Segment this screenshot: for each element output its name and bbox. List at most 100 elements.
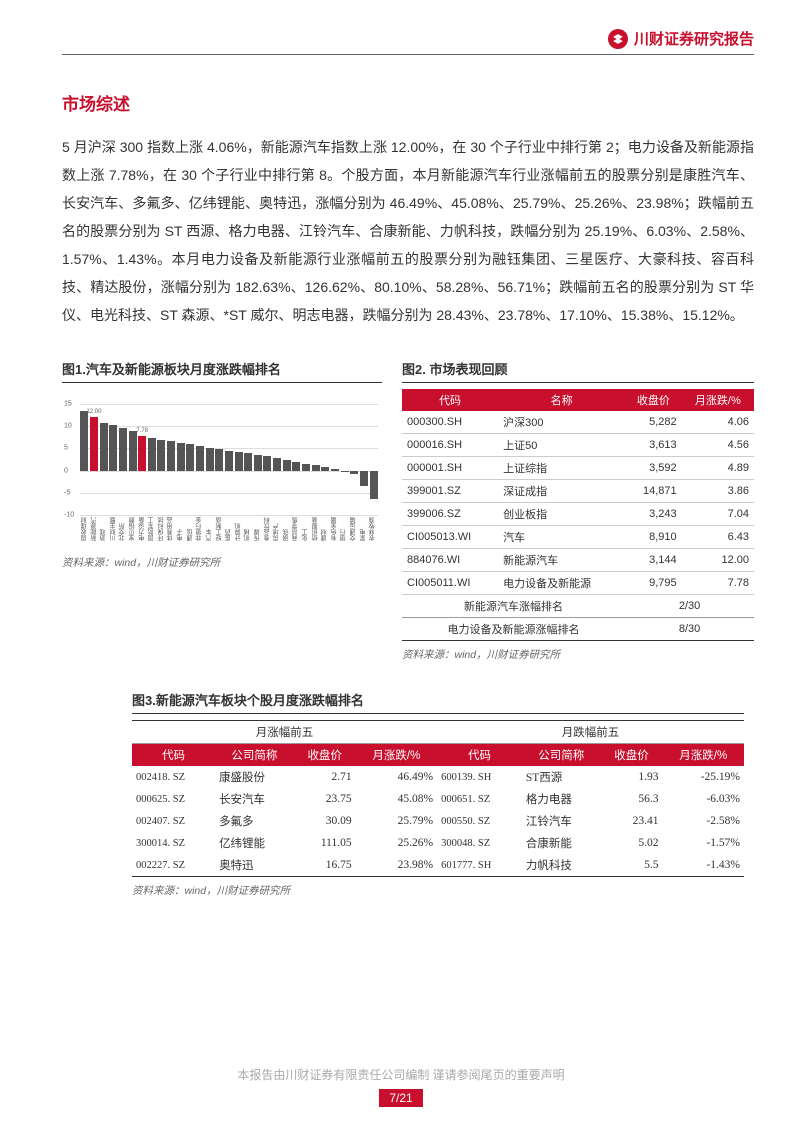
brand-logo-icon — [608, 29, 628, 49]
x-tick-label: 电子 — [176, 515, 186, 543]
cell-price: 23.41 — [601, 810, 663, 832]
cell-code: CI005011.WI — [402, 572, 498, 595]
bar-wrap — [167, 404, 176, 515]
bar-wrap — [311, 404, 320, 515]
y-tick: 10 — [64, 423, 72, 430]
table-row: 002418. SZ康盛股份2.7146.49%600139. SHST西源1.… — [132, 766, 744, 788]
x-tick-label: 传媒 — [253, 515, 263, 543]
col-header: 月涨跌/% — [662, 744, 744, 767]
cell-change: 6.43 — [682, 526, 754, 549]
bar — [312, 465, 320, 470]
col-header: 代码 — [437, 744, 522, 767]
cell-name: 力帆科技 — [522, 854, 601, 877]
col-header: 代码 — [132, 744, 215, 767]
bar — [167, 441, 175, 470]
bar — [283, 460, 291, 471]
table-row: 002407. SZ多氟多30.0925.79%000550. SZ江铃汽车23… — [132, 810, 744, 832]
cell-price: 2.71 — [294, 766, 356, 788]
table-row: 002227. SZ奥特迅16.7523.98%601777. SH力帆科技5.… — [132, 854, 744, 877]
cell-change: 25.26% — [356, 832, 437, 854]
x-labels: 固收理财新能源汽车游戏川财主题北交所宝贝指数电力设备新能源国防军工环保科技体育用… — [80, 515, 378, 543]
bar — [80, 411, 88, 471]
cell-price: 3,613 — [625, 434, 682, 457]
x-tick-label: 国防军工 — [147, 515, 157, 543]
bar — [100, 423, 108, 471]
fig3-title: 图3.新能源汽车板块个股月度涨跌幅排名 — [132, 690, 744, 714]
cell-code: 399006.SZ — [402, 503, 498, 526]
x-tick-label: 体育用品 — [166, 515, 176, 543]
table-row: CI005013.WI汽车8,9106.43 — [402, 526, 754, 549]
cell-price: 3,243 — [625, 503, 682, 526]
bar-wrap — [340, 404, 349, 515]
fig2-source: 资料来源：wind，川财证券研究所 — [402, 647, 754, 662]
bar-wrap — [119, 404, 128, 515]
bar — [109, 425, 117, 470]
cell-name: 格力电器 — [522, 788, 601, 810]
cell-name: 合康新能 — [522, 832, 601, 854]
cell-code: 884076.WI — [402, 549, 498, 572]
cell-name: 沪深300 — [498, 411, 625, 434]
bar — [244, 453, 252, 470]
report-header: 川财证券研究报告 — [608, 28, 754, 49]
cell-code: 300048. SZ — [437, 832, 522, 854]
fig1-title: 图1.汽车及新能源板块月度涨跌幅排名 — [62, 359, 382, 383]
cell-name: 康盛股份 — [215, 766, 294, 788]
x-tick-label: 有色金属 — [330, 515, 340, 543]
x-tick-label: 固收理财 — [80, 515, 90, 543]
x-tick-label: 医药 — [224, 515, 234, 543]
cell-change: 7.04 — [682, 503, 754, 526]
rank-label: 电力设备及新能源涨幅排名 — [402, 618, 625, 641]
bar-wrap — [273, 404, 282, 515]
table-row: 300014. SZ亿纬锂能111.0525.26%300048. SZ合康新能… — [132, 832, 744, 854]
cell-change: 3.86 — [682, 480, 754, 503]
bar — [225, 451, 233, 471]
cell-code: 000651. SZ — [437, 788, 522, 810]
cell-price: 8,910 — [625, 526, 682, 549]
cell-change: -25.19% — [662, 766, 744, 788]
bar-wrap: 7.78 — [138, 404, 147, 515]
bar — [254, 455, 262, 471]
table-row: 399001.SZ深证成指14,8713.86 — [402, 480, 754, 503]
cell-code: 002407. SZ — [132, 810, 215, 832]
cell-change: 23.98% — [356, 854, 437, 877]
cell-code: 399001.SZ — [402, 480, 498, 503]
body-paragraph: 5 月沪深 300 指数上涨 4.06%，新能源汽车指数上涨 12.00%，在 … — [62, 133, 754, 329]
x-tick-label: 轻工制造 — [215, 515, 225, 543]
y-tick: -5 — [64, 489, 70, 496]
cell-name: 上证50 — [498, 434, 625, 457]
cell-code: CI005013.WI — [402, 526, 498, 549]
bar-wrap — [282, 404, 291, 515]
bar — [292, 462, 300, 471]
cell-name: 电力设备及新能源 — [498, 572, 625, 595]
rank-label: 新能源汽车涨幅排名 — [402, 595, 625, 618]
cell-price: 30.09 — [294, 810, 356, 832]
bar-wrap — [292, 404, 301, 515]
col-header: 月涨跌/% — [356, 744, 437, 767]
y-tick: 5 — [64, 445, 68, 452]
x-tick-label: 交通运输 — [349, 515, 359, 543]
rank-value: 8/30 — [625, 618, 754, 641]
bar-wrap — [369, 404, 378, 515]
cell-code: 000300.SH — [402, 411, 498, 434]
bar — [273, 458, 281, 470]
y-tick: -10 — [64, 512, 74, 519]
cell-change: 12.00 — [682, 549, 754, 572]
bar — [235, 452, 243, 471]
cell-price: 56.3 — [601, 788, 663, 810]
col-header: 收盘价 — [294, 744, 356, 767]
bar-wrap — [331, 404, 340, 515]
bar-wrap — [234, 404, 243, 515]
bar-value-label: 7.78 — [136, 428, 148, 434]
bar-wrap — [360, 404, 369, 515]
brand-title: 川财证券研究报告 — [634, 28, 754, 49]
x-tick-label: 非银行金融 — [195, 515, 205, 543]
fig3-source: 资料来源：wind，川财证券研究所 — [132, 883, 744, 898]
col-header: 月涨跌/% — [682, 389, 754, 411]
bar-wrap — [205, 404, 214, 515]
bar — [138, 436, 146, 471]
footer-disclaimer: 本报告由川财证券有限责任公司编制 谨请参阅尾页的重要声明 — [0, 1066, 802, 1083]
x-tick-label: 房地产 — [272, 515, 282, 543]
bar-wrap — [215, 404, 224, 515]
table-row: 000300.SH沪深3005,2824.06 — [402, 411, 754, 434]
x-tick-label: 计算机 — [234, 515, 244, 543]
